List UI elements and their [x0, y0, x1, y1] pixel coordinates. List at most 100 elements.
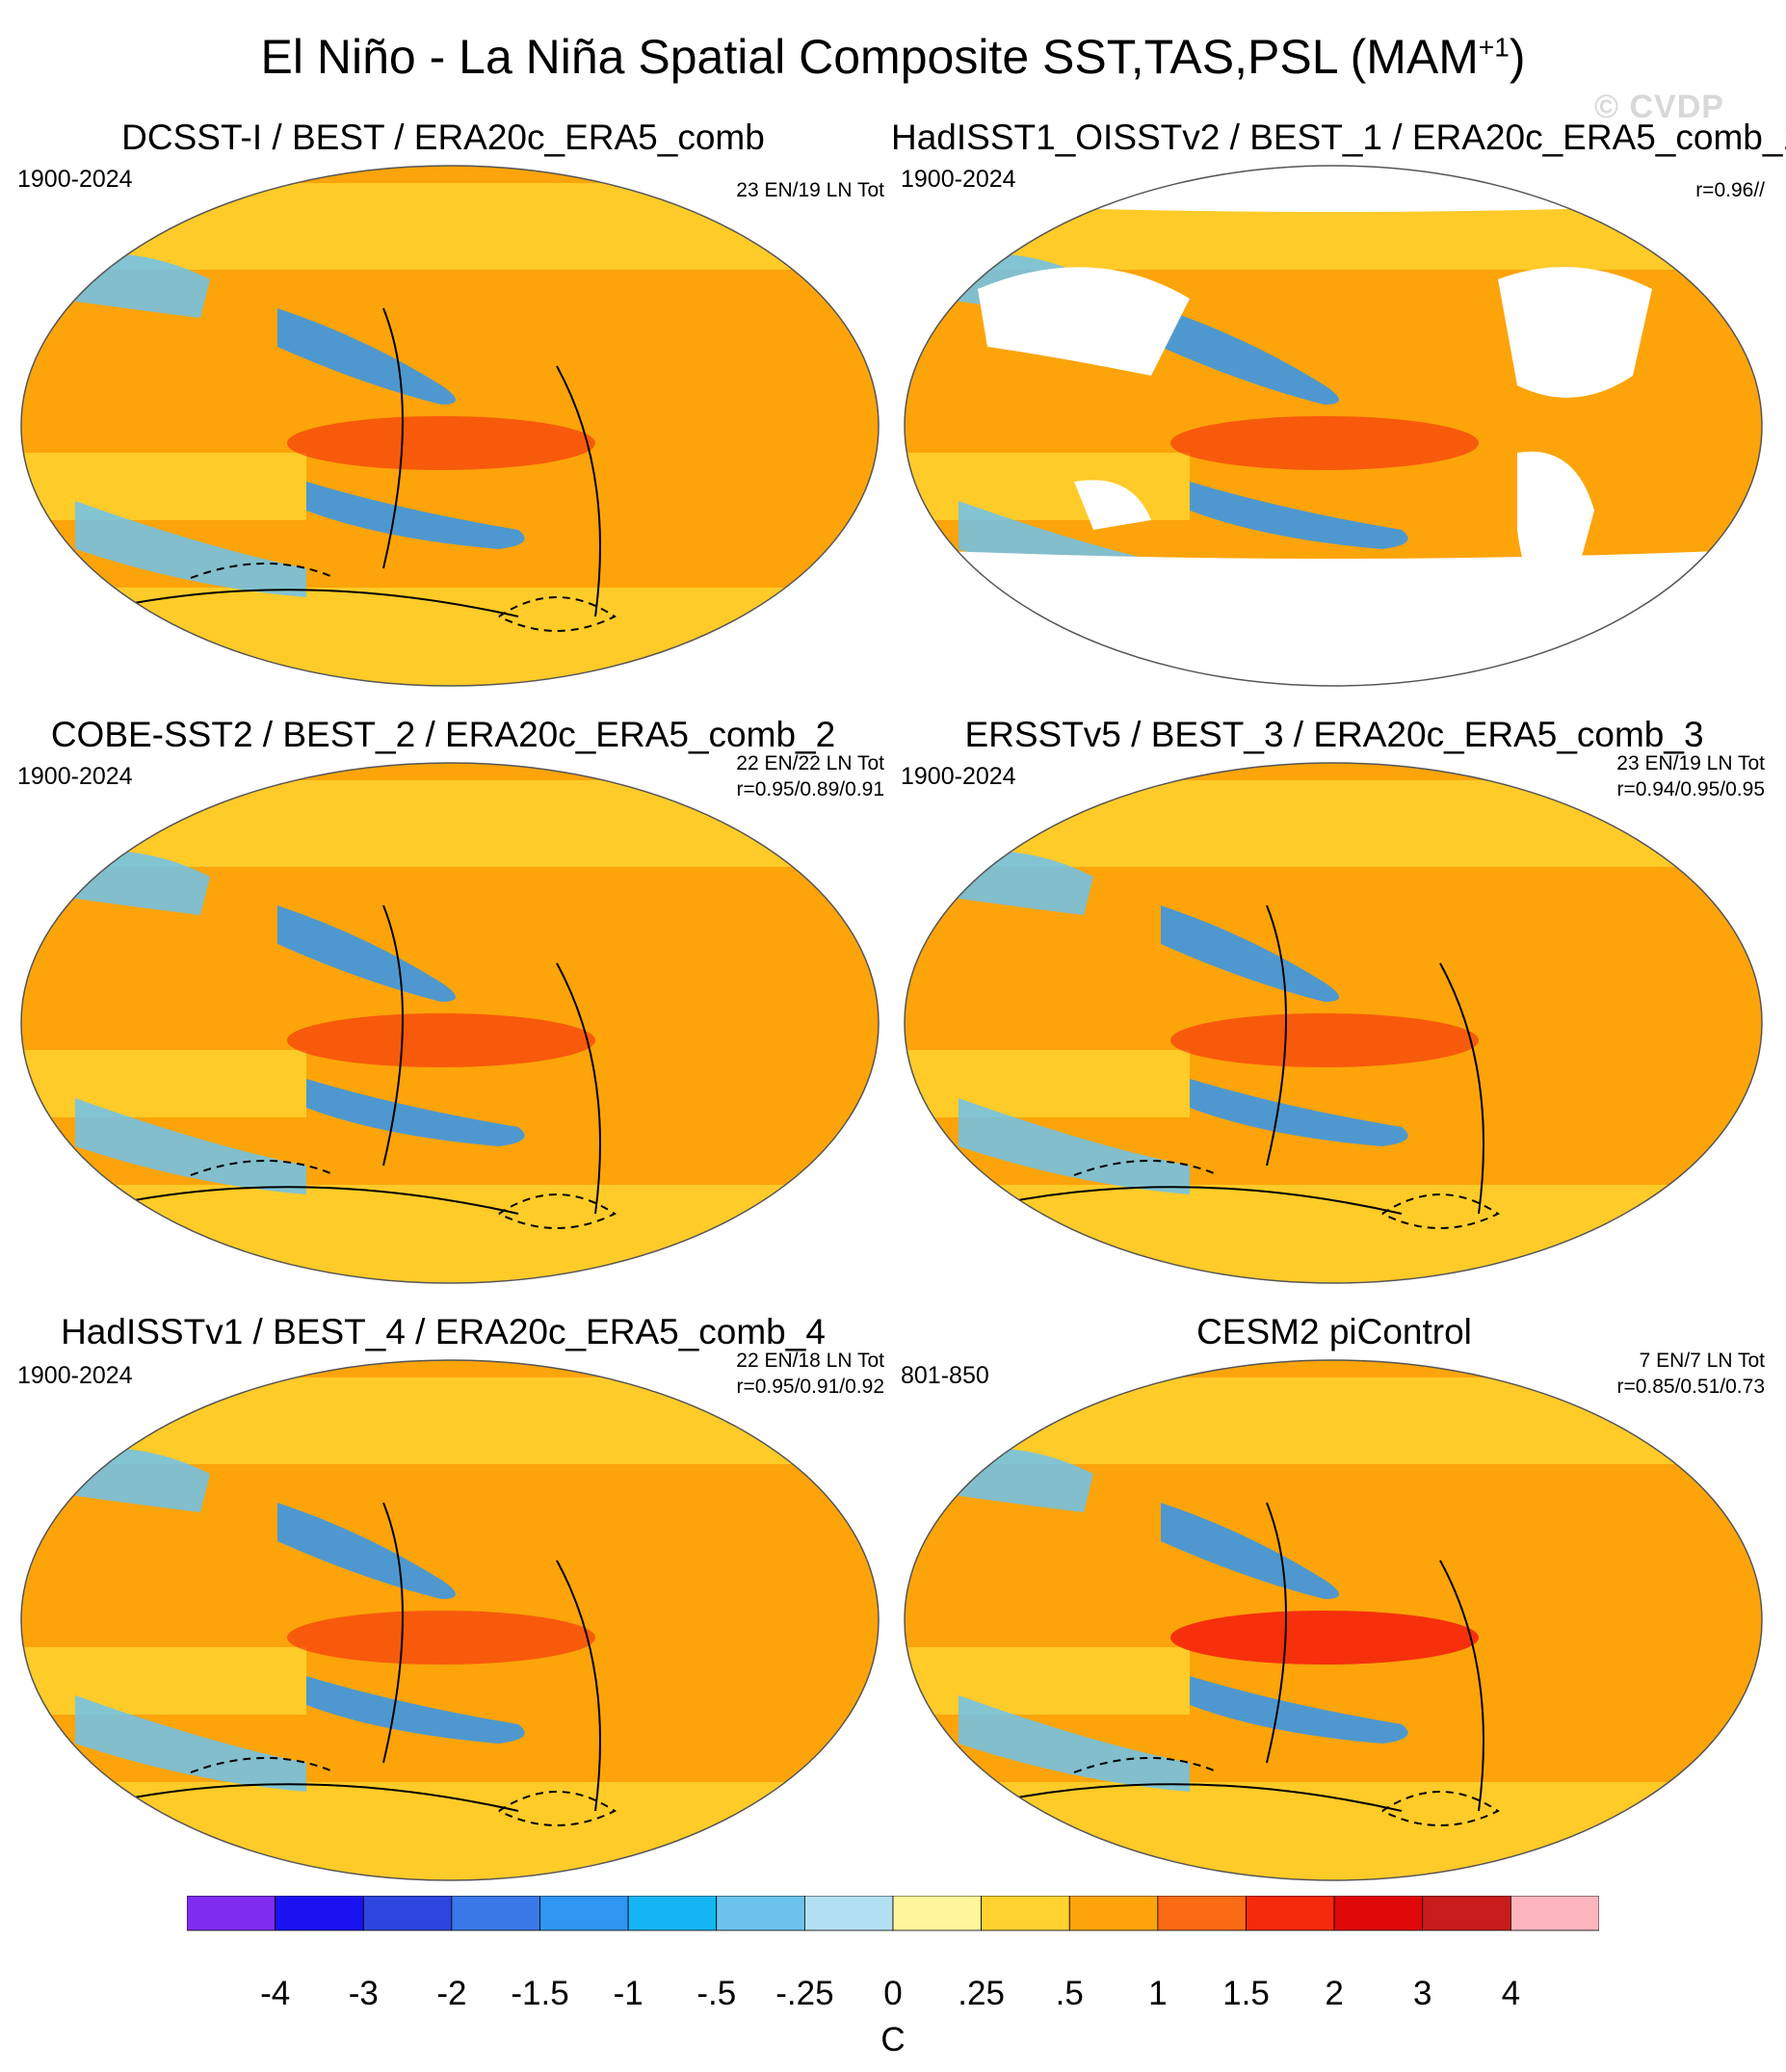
cool-anomaly-region: [306, 482, 525, 549]
colorbar-swatch: [981, 1896, 1070, 1931]
panel-stats: 23 EN/19 LN Tot r=0.94/0.95/0.95: [1379, 750, 1765, 802]
psl-contour: [1073, 1160, 1220, 1176]
colorbar-tick-label: -2: [436, 1975, 467, 2012]
panel-title: HadISST1_OISSTv2 / BEST_1 / ERA20c_ERA5_…: [891, 118, 1786, 157]
cool-anomaly-region: [277, 1503, 456, 1599]
psl-contour: [1381, 1791, 1500, 1826]
psl-contour: [556, 962, 601, 1215]
land-mask: [1498, 267, 1652, 398]
cool-anomaly-region: [1190, 482, 1408, 549]
panel-title: DCSST-I / BEST / ERA20c_ERA5_comb: [121, 118, 765, 157]
land-mask: [1074, 480, 1151, 530]
colorbar: [187, 1896, 1599, 1931]
colorbar-tick-label: -1.5: [511, 1975, 569, 2012]
psl-contour: [498, 1193, 617, 1229]
panel-stats: 22 EN/22 LN Tot r=0.95/0.89/0.91: [499, 750, 884, 802]
equatorial-warm-tongue: [287, 1611, 595, 1665]
panel-period: 801-850: [901, 1362, 989, 1389]
map-panel-5: [20, 1359, 880, 1881]
map-outline: [20, 1359, 880, 1881]
map-panel-6: [904, 1359, 1763, 1881]
weak-warm-band: [905, 1377, 1762, 1464]
colorbar-tick-label: .5: [1055, 1975, 1084, 2012]
psl-contour: [1439, 962, 1484, 1215]
colorbar-swatch: [1246, 1896, 1335, 1931]
panel-pattern-correlation: r=0.96//: [1695, 179, 1765, 201]
colorbar-tick-label: 3: [1413, 1975, 1432, 2012]
cool-anomaly-region: [277, 308, 456, 405]
colorbar-swatch: [716, 1896, 805, 1931]
panel-event-count: 22 EN/18 LN Tot: [736, 1350, 884, 1372]
weak-warm-band: [21, 1377, 879, 1464]
psl-contour: [382, 1502, 404, 1764]
psl-contour: [1266, 1502, 1287, 1764]
psl-contour: [190, 563, 336, 579]
panel-period: 1900-2024: [17, 1362, 133, 1389]
colorbar-swatch: [362, 1896, 453, 1931]
colorbar-tick-label: 2: [1325, 1975, 1344, 2012]
psl-contour: [498, 1791, 617, 1826]
map-panel-1: [20, 165, 880, 687]
cool-anomaly-region: [1190, 1676, 1408, 1744]
cool-anomaly-region: [1161, 905, 1339, 1002]
panel-period: 1900-2024: [17, 166, 133, 193]
psl-contour: [1266, 905, 1287, 1167]
land-mask: [905, 166, 1762, 212]
weak-warm-band: [21, 453, 306, 520]
panel-event-count: 22 EN/22 LN Tot: [736, 752, 884, 774]
cool-anomaly-region: [75, 1098, 306, 1194]
colorbar-swatch: [1510, 1896, 1599, 1931]
map-outline: [904, 165, 1763, 687]
psl-contour: [1073, 1757, 1220, 1773]
panel-stats: r=0.96//: [1379, 177, 1765, 203]
psl-contour: [556, 1560, 601, 1812]
map-outline: [904, 762, 1763, 1284]
psl-contour: [498, 596, 617, 632]
map-outline: [904, 1359, 1763, 1881]
panel-title: ERSSTv5 / BEST_3 / ERA20c_ERA5_comb_3: [964, 715, 1704, 754]
psl-contour: [382, 307, 404, 569]
psl-contour: [113, 589, 519, 617]
panel-pattern-correlation: r=0.95/0.91/0.92: [736, 1376, 884, 1398]
cool-anomaly-region: [959, 1695, 1190, 1792]
figure-title-superscript: +1: [1478, 32, 1510, 63]
equatorial-warm-tongue: [1170, 416, 1479, 470]
colorbar-swatch: [539, 1896, 629, 1931]
figure-title: El Niño - La Niña Spatial Composite SST,…: [0, 29, 1786, 85]
cool-anomaly-region: [306, 1079, 525, 1146]
weak-warm-band: [21, 1050, 306, 1117]
figure-title-text: El Niño - La Niña Spatial Composite SST,…: [260, 30, 1479, 84]
equatorial-warm-tongue: [287, 416, 595, 470]
equatorial-warm-tongue: [1170, 1013, 1479, 1067]
weak-warm-band: [21, 1647, 306, 1715]
weak-warm-band: [905, 780, 1762, 867]
colorbar-tick-label: -.5: [696, 1975, 737, 2012]
weak-warm-band: [905, 1050, 1190, 1117]
panel-event-count: 23 EN/19 LN Tot: [1616, 752, 1765, 774]
psl-contour: [1439, 1560, 1484, 1812]
figure-title-close: ): [1509, 30, 1526, 84]
panel-event-count: 7 EN/7 LN Tot: [1639, 1350, 1765, 1372]
cool-anomaly-region: [1161, 1503, 1339, 1599]
cvdp-watermark: © CVDP: [1594, 89, 1724, 125]
psl-contour: [113, 1783, 519, 1812]
map-outline: [20, 762, 880, 1284]
colorbar-tick-label: -4: [260, 1975, 291, 2012]
panel-pattern-correlation: r=0.94/0.95/0.95: [1616, 778, 1765, 800]
psl-contour: [996, 1783, 1403, 1812]
cool-anomaly-region: [277, 905, 456, 1002]
land-mask: [978, 267, 1190, 376]
colorbar-units: C: [880, 2021, 906, 2059]
weak-warm-band: [21, 780, 879, 867]
colorbar-swatch: [1333, 1896, 1424, 1931]
panel-stats: 22 EN/18 LN Tot r=0.95/0.91/0.92: [499, 1348, 884, 1400]
panel-event-count: 23 EN/19 LN Tot: [736, 179, 884, 201]
cool-anomaly-region: [959, 1098, 1190, 1194]
psl-contour: [382, 905, 404, 1167]
colorbar-swatch: [892, 1896, 983, 1931]
psl-contour: [190, 1757, 336, 1773]
equatorial-warm-tongue: [1170, 1611, 1479, 1665]
cool-anomaly-region: [75, 501, 306, 597]
colorbar-swatch: [451, 1896, 540, 1931]
colorbar-tick-label: -3: [348, 1975, 379, 2012]
